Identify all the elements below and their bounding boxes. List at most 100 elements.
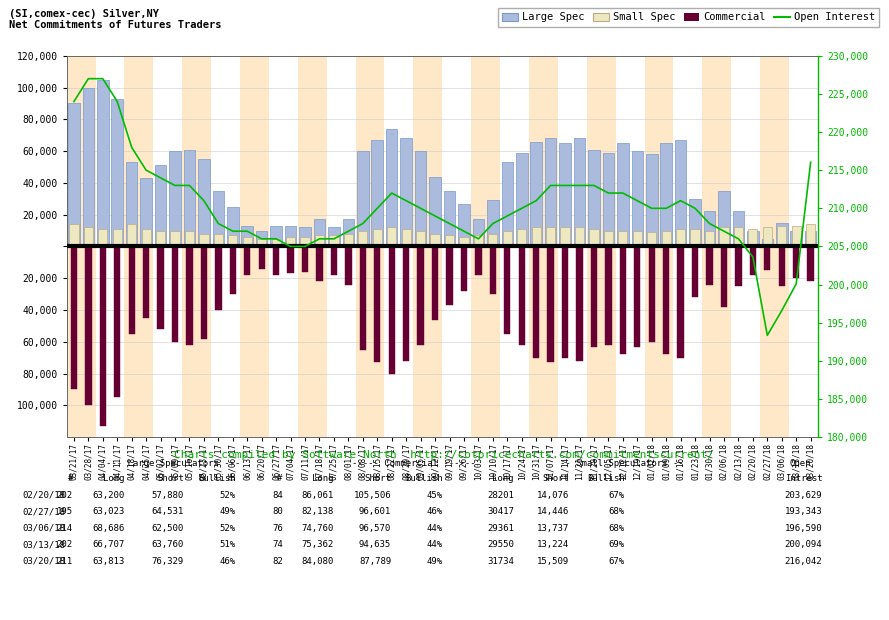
Bar — [168, 56, 182, 437]
Bar — [141, 229, 151, 247]
Text: 75,362: 75,362 — [301, 541, 333, 549]
Text: Long: Long — [103, 474, 124, 482]
Bar — [127, 224, 136, 247]
Text: 195: 195 — [57, 507, 73, 516]
Text: 14,076: 14,076 — [537, 491, 569, 500]
Bar — [460, 237, 469, 247]
Text: 202: 202 — [57, 541, 73, 549]
Bar — [331, 247, 337, 275]
Bar — [765, 247, 771, 270]
Bar — [461, 247, 467, 291]
Bar — [446, 247, 453, 305]
Text: Bullish: Bullish — [588, 474, 625, 482]
Text: 49%: 49% — [220, 507, 236, 516]
Bar — [356, 56, 370, 437]
Text: 67%: 67% — [609, 491, 625, 500]
Bar — [545, 138, 557, 247]
Bar — [777, 226, 787, 247]
Text: 02/27/18: 02/27/18 — [22, 507, 65, 516]
Bar — [314, 219, 325, 247]
Text: 193,343: 193,343 — [785, 507, 822, 516]
Bar — [760, 56, 774, 437]
Bar — [721, 247, 727, 307]
Bar — [413, 56, 428, 437]
Bar — [589, 229, 598, 247]
Bar — [284, 56, 298, 437]
Bar — [212, 191, 224, 247]
Text: 46%: 46% — [220, 557, 236, 566]
Bar — [533, 247, 540, 358]
Bar — [300, 228, 311, 247]
Text: 03/13/18: 03/13/18 — [22, 541, 65, 549]
Bar — [384, 56, 399, 437]
Text: 211: 211 — [57, 557, 73, 566]
Bar — [129, 247, 135, 334]
Text: 02/20/18: 02/20/18 — [22, 491, 65, 500]
Bar — [573, 138, 585, 247]
Text: 68,686: 68,686 — [92, 524, 124, 533]
Bar — [649, 247, 655, 342]
Bar — [575, 228, 584, 247]
Bar — [357, 151, 369, 247]
Bar — [97, 79, 108, 247]
Bar — [457, 56, 471, 437]
Text: 74,760: 74,760 — [301, 524, 333, 533]
Bar — [488, 234, 498, 247]
Text: 86,061: 86,061 — [301, 491, 333, 500]
Bar — [762, 239, 773, 247]
Bar — [229, 247, 236, 294]
Bar — [661, 231, 671, 247]
Bar — [735, 247, 741, 286]
Bar — [69, 224, 78, 247]
Bar — [444, 236, 454, 247]
Bar — [196, 56, 212, 437]
Bar — [96, 56, 110, 437]
Bar — [284, 226, 296, 247]
Bar — [300, 237, 309, 247]
Bar — [677, 247, 684, 358]
Bar — [620, 247, 626, 355]
Bar — [645, 56, 659, 437]
Bar — [270, 226, 282, 247]
Bar — [68, 104, 80, 247]
Bar — [198, 159, 210, 247]
Bar — [271, 239, 281, 247]
Bar — [316, 247, 323, 281]
Text: 03/20/18: 03/20/18 — [22, 557, 65, 566]
Bar — [587, 56, 601, 437]
Text: 76: 76 — [272, 524, 283, 533]
Bar — [500, 56, 515, 437]
Text: 87,789: 87,789 — [359, 557, 391, 566]
Bar — [444, 191, 455, 247]
Bar — [702, 56, 717, 437]
Text: 82: 82 — [272, 557, 283, 566]
Bar — [360, 247, 366, 350]
Bar — [386, 129, 397, 247]
Bar — [286, 237, 295, 247]
Bar — [402, 229, 411, 247]
Bar — [182, 56, 196, 437]
Text: 52%: 52% — [220, 491, 236, 500]
Bar — [790, 231, 802, 247]
Text: 13,224: 13,224 — [537, 541, 569, 549]
Bar — [601, 56, 615, 437]
Bar — [228, 236, 237, 247]
Bar — [558, 56, 573, 437]
Bar — [691, 229, 700, 247]
Bar — [532, 228, 541, 247]
Bar — [747, 231, 758, 247]
Bar — [501, 162, 513, 247]
Bar — [615, 56, 630, 437]
Bar — [647, 232, 656, 247]
Bar — [458, 203, 469, 247]
Bar — [71, 247, 77, 389]
Text: 44%: 44% — [427, 541, 443, 549]
Bar — [403, 247, 409, 361]
Bar — [374, 247, 380, 363]
Bar — [81, 56, 96, 437]
Bar — [199, 234, 209, 247]
Bar — [341, 56, 356, 437]
Bar — [531, 141, 542, 247]
Bar — [169, 151, 180, 247]
Bar — [388, 247, 395, 373]
